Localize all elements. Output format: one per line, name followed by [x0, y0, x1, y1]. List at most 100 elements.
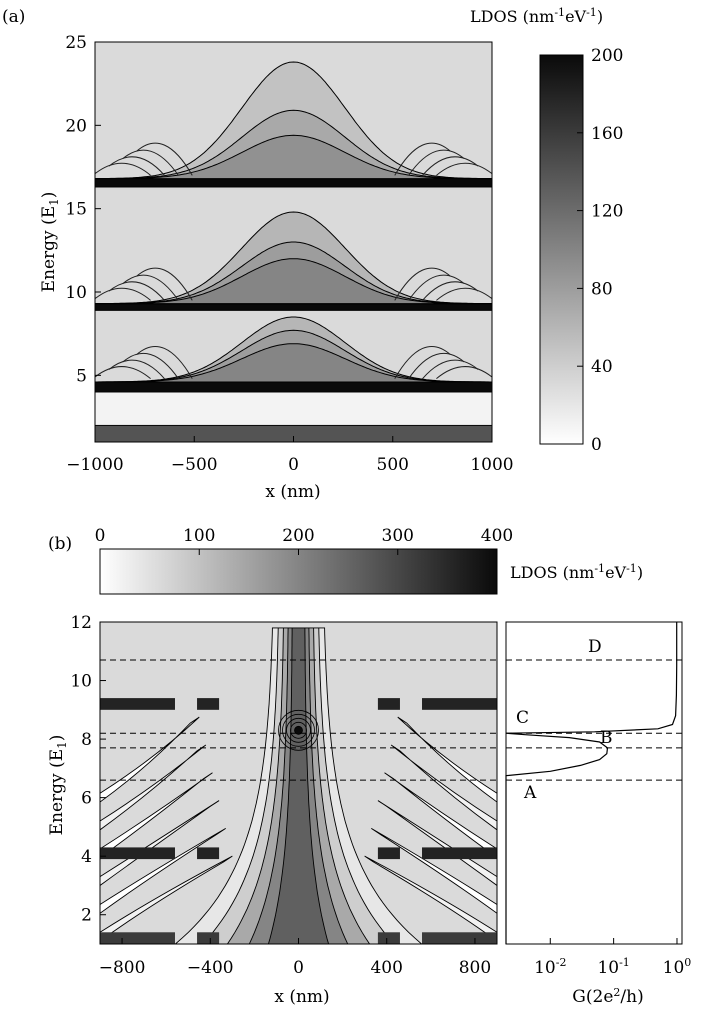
- panel-b-peak-ring: [290, 721, 307, 739]
- panel-a-band: [95, 391, 492, 426]
- panel-b-x-tick-label: −800: [99, 958, 146, 978]
- panel-a-colorbar-tick-label: 160: [591, 124, 623, 144]
- panel-a-streak: [95, 366, 151, 380]
- panel-a-streak: [394, 346, 451, 379]
- panel-b-band: [377, 932, 400, 944]
- panel-a-y-tick-label: 10: [65, 283, 87, 303]
- panel-a-y-axis: 5 10 15 20 25: [65, 33, 101, 386]
- panel-b-peak-ring: [286, 717, 311, 743]
- panel-a-x-tick-label: 0: [288, 455, 299, 475]
- panel-b-band: [197, 847, 220, 860]
- panel-a-streak: [108, 156, 165, 176]
- panel-b-band: [422, 847, 497, 860]
- panel-b-streak: [390, 744, 497, 831]
- panel-b-band: [100, 847, 175, 860]
- panel-a-streak: [122, 149, 179, 176]
- panel-b-x-tick-label: 400: [370, 958, 402, 978]
- panel-a-y-tick-label: 5: [76, 366, 87, 386]
- panel-b-streak: [364, 855, 497, 942]
- panel-b-streak: [100, 744, 207, 831]
- panel-a-streak: [136, 346, 193, 379]
- panel-a-contour: [95, 134, 492, 180]
- conductance-x-tick-label: 10-1: [597, 956, 629, 978]
- panel-a-colorbar-tick-label: 80: [591, 279, 613, 299]
- panel-b-streak: [371, 827, 497, 914]
- panel-b-band: [377, 698, 400, 710]
- panel-b-band: [422, 932, 497, 944]
- panel-a-x-tick-label: −1000: [66, 455, 124, 475]
- conductance-x-label: G(2e2/h): [572, 986, 643, 1007]
- panel-a-x-axis: −1000 −500 0 500 1000: [66, 436, 514, 475]
- panel-b-peak-ring: [278, 709, 319, 751]
- conductance-annotation-B: B: [600, 728, 613, 748]
- panel-a-colorbar-ticks: 0 40 80 120 160 200: [577, 46, 623, 455]
- panel-a-streak: [436, 162, 492, 176]
- panel-b-colorbar-title: LDOS (nm-1eV-1): [510, 562, 643, 582]
- panel-a-streak: [108, 359, 165, 379]
- panel-b-streak: [100, 716, 200, 803]
- panel-b-colorbar-ticks: 0 100 200 300 400: [95, 526, 513, 555]
- conductance-plot: A B C D: [505, 622, 682, 944]
- panel-a-streak: [422, 281, 479, 301]
- panel-b-colorbar-tick-label: 100: [183, 526, 215, 546]
- panel-b-x-tick-label: 0: [293, 958, 304, 978]
- panel-a-streak: [394, 267, 451, 301]
- panel-b-colorbar-tick-label: 200: [282, 526, 314, 546]
- panel-a-colorbar-tick-label: 120: [591, 202, 623, 222]
- panel-a-y-tick-label: 15: [65, 200, 87, 220]
- panel-b-band: [197, 698, 220, 710]
- panel-a-contour: [95, 343, 492, 383]
- panel-a-streak: [436, 366, 492, 380]
- panel-b-streak: [100, 772, 213, 859]
- panel-a-streak: [122, 352, 179, 379]
- conductance-frame: [505, 621, 683, 945]
- panel-b-y-axis: 2 4 6 8 10 12: [70, 613, 106, 926]
- panel-b-y-tick-label: 4: [81, 847, 92, 867]
- panel-a-streak: [408, 149, 465, 176]
- panel-a-streak: [136, 142, 193, 176]
- panel-a-x-tick-label: 500: [377, 455, 409, 475]
- panel-b-y-tick-label: 10: [70, 672, 92, 692]
- conductance-annotation-D: D: [588, 637, 602, 657]
- panel-a-streak: [95, 287, 151, 301]
- panel-b-peak-ring: [294, 725, 303, 735]
- panel-a-x-label: x (nm): [265, 482, 320, 502]
- panel-b-streak: [100, 827, 226, 914]
- panel-a-streak: [422, 156, 479, 176]
- panel-b-y-tick-label: 6: [81, 789, 92, 809]
- panel-b-contour: [254, 627, 330, 944]
- panel-a-colorbar-tick-label: 200: [591, 46, 623, 66]
- panel-a-streak: [408, 352, 465, 379]
- panel-b-band: [377, 847, 400, 860]
- panel-a-colorbar-title: LDOS (nm-1eV-1): [470, 6, 603, 26]
- panel-a-colorbar: [539, 54, 584, 445]
- panel-b-colorbar-tick-label: 0: [95, 526, 106, 546]
- panel-b-peak-ring: [282, 713, 315, 747]
- panel-b-y-tick-label: 8: [81, 730, 92, 750]
- panel-b-y-label: Energy (E1): [47, 735, 69, 836]
- panel-b-band: [422, 698, 497, 710]
- panel-a-streak: [95, 162, 151, 176]
- panel-b-streak: [100, 855, 233, 942]
- conductance-annotation-C: C: [516, 708, 529, 728]
- panel-a-contour: [95, 258, 492, 305]
- conductance-x-tick-label: 100: [663, 956, 692, 978]
- panel-a-colorbar-tick-label: 0: [591, 435, 602, 455]
- conductance-x-tick-label: 10-2: [534, 956, 566, 978]
- panel-b-x-tick-label: −400: [187, 958, 234, 978]
- panel-b-band: [100, 932, 175, 944]
- panel-b-x-label: x (nm): [274, 987, 329, 1007]
- panel-b-colorbar-tick-label: 400: [481, 526, 513, 546]
- panel-b-heatmap: [100, 622, 497, 944]
- panel-a-label: (a): [2, 7, 25, 27]
- panel-a-streak: [408, 274, 465, 301]
- panel-a-x-tick-label: 1000: [470, 455, 513, 475]
- panel-a-streak: [122, 274, 179, 301]
- panel-a-heatmap: [95, 42, 492, 442]
- panel-b-colorbar-tick-label: 300: [382, 526, 414, 546]
- panel-a-x-tick-label: −500: [171, 455, 218, 475]
- panel-a-band: [95, 381, 492, 393]
- conductance-curve: [505, 622, 678, 944]
- panel-a-streak: [394, 142, 451, 176]
